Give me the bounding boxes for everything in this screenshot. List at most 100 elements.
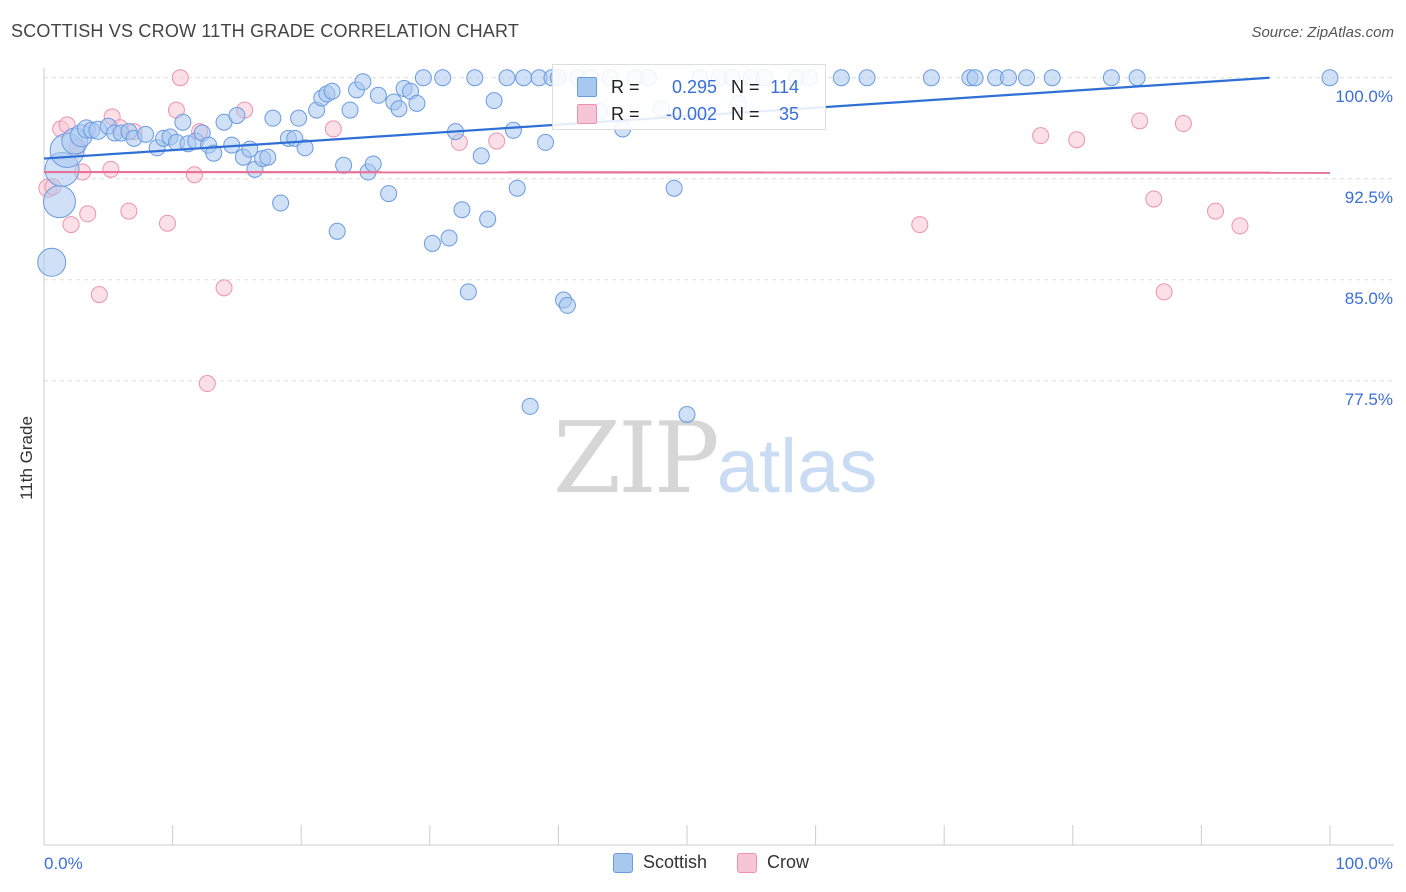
scottish-point <box>459 283 477 301</box>
scottish-point <box>259 148 277 166</box>
legend-label-scottish: Scottish <box>643 852 708 872</box>
crow-point <box>1131 112 1149 130</box>
crow-point <box>1145 190 1163 208</box>
crow-point <box>1174 115 1192 133</box>
n-label: N = <box>731 103 760 124</box>
scottish-point <box>174 113 192 131</box>
r-value: 0.295 <box>671 76 717 97</box>
scottish-point <box>354 73 372 91</box>
scottish-point <box>335 156 353 174</box>
y-tick-label: 100.0% <box>1335 87 1393 106</box>
n-label: N = <box>731 76 760 97</box>
scottish-point <box>558 296 576 314</box>
scottish-point <box>440 229 458 247</box>
scottish-point <box>504 121 522 139</box>
x-tick-label: 0.0% <box>44 854 83 873</box>
scottish-point <box>423 234 441 252</box>
scottish-point <box>678 406 696 423</box>
scottish-point <box>922 69 940 87</box>
scottish-point <box>408 94 426 112</box>
crow-point <box>1231 217 1249 235</box>
y-tick-label: 92.5% <box>1345 188 1393 207</box>
tick-labels: 100.0% 92.5% 85.0% 77.5% 0.0% 100.0% <box>44 87 1393 873</box>
scottish-point <box>1128 69 1146 87</box>
scottish-point <box>508 179 526 197</box>
x-tick-label: 100.0% <box>1335 854 1393 873</box>
scottish-point <box>479 210 497 228</box>
crow-point <box>1032 127 1050 145</box>
y-axis-title: 11th Grade <box>17 416 36 500</box>
scottish-point <box>380 185 398 203</box>
scottish-point <box>665 179 683 197</box>
scottish-point <box>1018 69 1036 87</box>
bottom-legend: Scottish Crow <box>613 852 839 873</box>
source-credit: Source: ZipAtlas.com <box>1251 24 1394 41</box>
crow-point <box>185 166 203 184</box>
n-value: 35 <box>778 103 799 124</box>
scottish-swatch <box>577 77 597 97</box>
scottish-point <box>341 101 359 119</box>
scottish-point <box>537 133 555 151</box>
crow-point <box>62 216 80 234</box>
scottish-point <box>37 247 67 277</box>
crow-point <box>79 205 97 223</box>
scottish-point <box>521 397 539 415</box>
watermark-atlas: atlas <box>716 424 878 509</box>
legend-label-crow: Crow <box>767 852 810 872</box>
scottish-point <box>272 194 290 212</box>
legend-item-crow[interactable]: Crow <box>737 852 809 873</box>
scottish-point <box>453 201 471 219</box>
scottish-point <box>858 69 876 87</box>
crow-point <box>171 69 189 87</box>
scottish-point <box>966 69 984 87</box>
r-label: R = <box>611 103 640 124</box>
crow-points <box>38 69 1249 393</box>
stats-row-scottish: R = 0.295 N = 114 <box>577 75 799 99</box>
scottish-point <box>832 69 850 87</box>
crow-point <box>1068 131 1086 149</box>
axes <box>43 68 1394 846</box>
scottish-point <box>466 69 484 87</box>
scottish-legend-swatch <box>613 852 633 873</box>
scottish-point <box>515 69 533 87</box>
crow-legend-swatch <box>737 852 758 873</box>
stats-legend: R = 0.295 N = 114 R = -0.002 N = 35 <box>552 64 826 130</box>
crow-point <box>324 120 342 138</box>
r-value: -0.002 <box>665 103 717 124</box>
scottish-point <box>434 69 452 87</box>
scottish-point <box>290 109 308 127</box>
crow-point <box>90 286 108 304</box>
scottish-point <box>264 109 282 127</box>
scottish-point <box>137 125 155 143</box>
crow-point <box>198 375 216 393</box>
scottish-point <box>323 82 341 100</box>
crow-point <box>120 202 138 220</box>
stats-row-crow: R = -0.002 N = 35 <box>577 102 799 126</box>
scottish-point <box>390 100 408 118</box>
r-label: R = <box>611 76 640 97</box>
scottish-point <box>1000 69 1017 87</box>
crow-swatch <box>577 104 597 124</box>
crow-point <box>911 216 929 234</box>
legend-item-scottish[interactable]: Scottish <box>613 852 707 873</box>
scottish-point <box>228 106 246 124</box>
scottish-point <box>205 144 223 162</box>
scottish-point <box>42 185 76 219</box>
scottish-point <box>472 147 490 165</box>
scottish-point <box>296 139 314 157</box>
crow-point <box>215 279 233 297</box>
scottish-point <box>364 155 382 173</box>
chart-title: SCOTTISH VS CROW 11TH GRADE CORRELATION … <box>11 21 520 41</box>
scottish-point <box>1043 69 1061 87</box>
y-tick-label: 85.0% <box>1345 289 1393 308</box>
crow-point <box>488 132 506 150</box>
scottish-point <box>1321 69 1339 87</box>
scottish-point <box>328 222 346 240</box>
scottish-point <box>414 69 432 87</box>
scottish-point <box>1102 69 1120 87</box>
scottish-point <box>498 69 516 87</box>
crow-point <box>1207 202 1225 220</box>
crow-point <box>158 214 176 232</box>
n-value: 114 <box>770 76 799 97</box>
